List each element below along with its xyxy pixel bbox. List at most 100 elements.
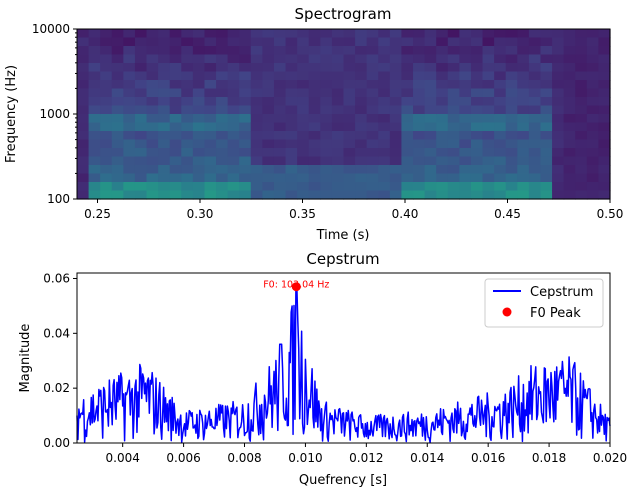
spectrogram-cell: [192, 131, 206, 141]
spectrogram-cell: [586, 156, 600, 166]
spectrogram-cell: [366, 156, 379, 166]
spectrogram-cell: [331, 37, 345, 47]
f0-peak-annotation: F0: 103.04 Hz: [263, 280, 329, 291]
spectrogram-cell: [586, 71, 600, 81]
spectrogram-cell: [528, 63, 542, 73]
spectrogram-cell: [436, 165, 449, 175]
spectrogram-cell: [297, 182, 310, 192]
spectrogram-cell: [100, 97, 113, 107]
spectrogram-cell: [494, 148, 507, 158]
spectrogram-cell: [401, 114, 414, 124]
spectrogram-cell: [216, 148, 229, 158]
spectrogram-cell: [563, 114, 576, 124]
spectrogram-cell: [563, 122, 576, 132]
spectrogram-cell: [250, 182, 263, 192]
spectrogram-cell: [331, 105, 345, 115]
spectrogram-cell: [297, 80, 310, 90]
spectrogram-cell: [540, 29, 553, 39]
spectrogram-cell: [378, 37, 391, 47]
spectrogram-cell: [77, 165, 90, 175]
spectrogram-cell: [424, 29, 437, 39]
spectrogram-cell: [239, 122, 252, 132]
spectrogram-cell: [204, 122, 217, 132]
cepstrum-y-label: Magnitude: [18, 324, 33, 393]
spectrogram-cell: [77, 156, 90, 166]
spectrogram-cell: [227, 131, 240, 141]
spectrogram-cell: [308, 165, 321, 175]
spectrogram-cell: [424, 37, 437, 47]
spectrogram-cell: [598, 80, 611, 90]
spectrogram-cell: [100, 46, 113, 56]
spectrogram-cell: [250, 97, 263, 107]
spectrogram-cell: [366, 139, 379, 149]
spectrogram-cell: [586, 131, 600, 141]
spectrogram-cell: [355, 37, 368, 47]
spectrogram-cell: [355, 97, 368, 107]
spectrogram-cell: [134, 29, 148, 39]
spectrogram-cell: [320, 29, 333, 39]
spectrogram-cell: [563, 80, 576, 90]
spectrogram-cell: [540, 71, 553, 81]
spectrogram-cell: [447, 165, 460, 175]
spectrogram-cell: [158, 97, 171, 107]
spectrogram-cell: [575, 139, 588, 149]
spectrogram-cell: [505, 114, 518, 124]
spectrogram-cell: [204, 182, 217, 192]
spectrogram-cell: [308, 190, 321, 200]
spectrogram-cell: [389, 88, 403, 98]
spectrogram-cell: [598, 54, 611, 64]
spectrogram-cell: [181, 122, 194, 132]
spectrogram-cell: [123, 105, 136, 115]
spectrogram-cell: [158, 190, 171, 200]
spectrogram-cell: [459, 148, 472, 158]
spectrogram-cell: [181, 114, 194, 124]
spectrogram-cell: [517, 122, 530, 132]
spectrogram-cell: [343, 71, 356, 81]
spectrogram-cell: [146, 63, 159, 73]
spectrogram-cell: [413, 173, 426, 183]
spectrogram-cell: [123, 71, 136, 81]
spectrogram-cell: [308, 173, 321, 183]
spectrogram-cell: [552, 71, 565, 81]
spectrogram-cell: [273, 97, 287, 107]
spectrogram-cell: [204, 88, 217, 98]
spectrogram-cell: [285, 71, 298, 81]
spectrogram-cell: [227, 97, 240, 107]
spectrogram-cell: [123, 80, 136, 90]
spectrogram-cell: [262, 190, 275, 200]
spectrogram-cell: [216, 97, 229, 107]
spectrogram-cell: [517, 29, 530, 39]
spectrogram-cell: [192, 63, 206, 73]
spectrogram-cell: [331, 182, 345, 192]
spectrogram-cell: [378, 29, 391, 39]
spectrogram-cell: [181, 80, 194, 90]
spectrogram-cell: [586, 139, 600, 149]
spectrogram-cell: [494, 156, 507, 166]
spectrogram-cell: [470, 114, 484, 124]
spectrogram-cell: [540, 88, 553, 98]
spectrogram-cell: [204, 156, 217, 166]
spectrogram-cell: [424, 105, 437, 115]
spectrogram-cell: [378, 182, 391, 192]
spectrogram-cell: [424, 148, 437, 158]
spectrogram-cell: [401, 156, 414, 166]
spectrogram-cell: [158, 114, 171, 124]
spectrogram-cell: [100, 131, 113, 141]
spectrogram-cell: [239, 190, 252, 200]
spectrogram-cell: [343, 37, 356, 47]
spectrogram-cell: [355, 165, 368, 175]
spectrogram-cell: [297, 105, 310, 115]
spectrogram-cell: [134, 80, 148, 90]
spectrogram-cell: [517, 114, 530, 124]
spectrogram-cell: [343, 190, 356, 200]
spectrogram-cell: [413, 46, 426, 56]
spectrogram-y-tick-label: 100: [47, 192, 70, 206]
spectrogram-cell: [494, 54, 507, 64]
spectrogram-cell: [331, 122, 345, 132]
spectrogram-cell: [378, 71, 391, 81]
spectrogram-cell: [424, 173, 437, 183]
spectrogram-cell: [355, 190, 368, 200]
spectrogram-cell: [169, 165, 182, 175]
spectrogram-cell: [540, 156, 553, 166]
spectrogram-cell: [343, 131, 356, 141]
